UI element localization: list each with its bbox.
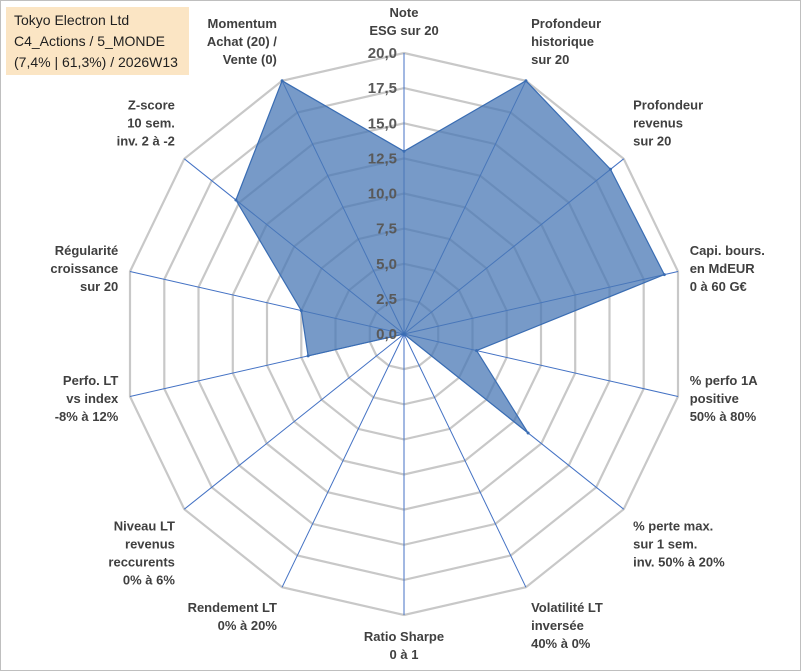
axis-label-line: 10 sem. — [127, 115, 175, 130]
tick-label-3: 7,5 — [376, 221, 397, 238]
axis-label-line: Vente (0) — [223, 52, 277, 67]
axis-label-line: inv. 50% à 20% — [633, 555, 725, 570]
company-name: Tokyo Electron Ltd — [14, 12, 130, 28]
axis-label-9: Rendement LT 0% à 20% — [188, 600, 278, 633]
axis-labels: Note ESG sur 20 Profondeur historique sur 20… — [50, 5, 764, 662]
axis-label-1: Note ESG sur 20 — [369, 5, 438, 38]
axis-label-line: Volatilité LT — [531, 600, 603, 615]
axis-label-line: historique — [531, 34, 594, 49]
axis-label-6: % perte max. sur 1 sem. inv. 50% à 20% — [633, 519, 725, 570]
tick-label-5: 12,5 — [368, 150, 397, 167]
axis-label-line: 50% à 80% — [690, 409, 757, 424]
axis-label-13: Z-score 10 sem. inv. 2 à -2 — [117, 97, 175, 148]
data-point-1 — [402, 149, 406, 153]
axis-label-line: inversée — [531, 618, 584, 633]
spoke-7 — [403, 333, 527, 588]
axis-label-line: reccurents — [108, 555, 174, 570]
axis-label-line: Note — [390, 5, 419, 20]
axis-label-line: sur 20 — [633, 133, 671, 148]
axis-label-line: Perfo. LT — [63, 373, 118, 388]
data-point-11 — [306, 354, 310, 358]
axis-label-line: revenus — [633, 115, 683, 130]
axis-label-line: Z-score — [128, 97, 175, 112]
category-label: C4_Actions / 5_MONDE — [14, 33, 165, 49]
axis-label-line: positive — [690, 391, 739, 406]
axis-label-10: Niveau LT revenus reccurents 0% à 6% — [108, 519, 175, 588]
axis-label-3: Profondeur revenus sur 20 — [633, 97, 703, 148]
axis-label-12: Régularité croissance sur 20 — [50, 243, 118, 294]
axis-label-line: Niveau LT — [114, 519, 175, 534]
data-point-13 — [234, 198, 238, 202]
axis-label-4: Capi. bours. en MdEUR 0 à 60 G€ — [690, 243, 765, 294]
axis-label-line: sur 1 sem. — [633, 537, 697, 552]
axis-label-line: croissance — [50, 261, 118, 276]
axis-label-line: 0 à 1 — [390, 647, 419, 662]
axis-label-2: Profondeur historique sur 20 — [531, 16, 601, 67]
axis-label-line: % perte max. — [633, 519, 713, 534]
axis-label-line: Profondeur — [633, 97, 703, 112]
axis-label-line: Capi. bours. — [690, 243, 765, 258]
axis-label-8: Ratio Sharpe 0 à 1 — [364, 629, 444, 662]
axis-label-line: ESG sur 20 — [369, 23, 438, 38]
data-point-6 — [526, 431, 530, 435]
spoke-10 — [183, 333, 405, 510]
axis-label-line: inv. 2 à -2 — [117, 133, 175, 148]
axis-label-line: revenus — [125, 537, 175, 552]
axis-label-line: Momentum — [208, 16, 277, 31]
axis-label-7: Volatilité LT inversée 40% à 0% — [531, 600, 603, 651]
data-point-3 — [609, 167, 612, 171]
axis-label-5: % perfo 1A positive 50% à 80% — [690, 373, 759, 424]
data-point-4 — [662, 273, 666, 277]
axis-label-line: -8% à 12% — [55, 409, 119, 424]
axis-label-11: Perfo. LT vs index -8% à 12% — [55, 373, 119, 424]
axis-label-14: Momentum Achat (20) / Vente (0) — [207, 16, 277, 67]
axis-label-line: 0% à 6% — [123, 573, 175, 588]
tick-label-1: 2,5 — [376, 291, 397, 308]
tick-label-0: 0,0 — [376, 326, 397, 343]
data-point-12 — [299, 309, 303, 313]
data-point-14 — [280, 79, 284, 83]
tick-label-6: 15,0 — [368, 115, 397, 132]
data-point-10 — [402, 332, 406, 336]
axis-label-line: Régularité — [55, 243, 119, 258]
spoke-9 — [281, 333, 405, 588]
axis-label-line: Achat (20) / — [207, 34, 277, 49]
axis-label-line: sur 20 — [80, 279, 118, 294]
stats-label: (7,4% | 61,3%) / 2026W13 — [14, 54, 178, 70]
axis-label-line: 0 à 60 G€ — [690, 279, 747, 294]
tick-label-4: 10,0 — [368, 186, 397, 203]
tick-label-2: 5,0 — [376, 256, 397, 273]
axis-label-line: Rendement LT — [188, 600, 277, 615]
axis-label-line: Ratio Sharpe — [364, 629, 444, 644]
axis-label-line: 0% à 20% — [218, 618, 278, 633]
tick-label-8: 20,0 — [368, 45, 397, 62]
info-box: Tokyo Electron Ltd C4_Actions / 5_MONDE … — [6, 7, 189, 75]
tick-label-7: 17,5 — [368, 80, 397, 97]
axis-label-line: en MdEUR — [690, 261, 756, 276]
axis-label-line: % perfo 1A — [690, 373, 759, 388]
radial-tick-labels: 0,0 2,5 5,0 7,5 10,0 12,5 15,0 17,5 20,0 — [368, 45, 397, 343]
series-area — [235, 79, 666, 434]
data-point-2 — [524, 79, 528, 83]
axis-label-line: vs index — [66, 391, 119, 406]
axis-label-line: 40% à 0% — [531, 636, 591, 651]
axis-label-line: Profondeur — [531, 16, 601, 31]
axis-label-line: sur 20 — [531, 52, 569, 67]
data-point-5 — [475, 349, 479, 353]
radar-series — [234, 79, 666, 435]
